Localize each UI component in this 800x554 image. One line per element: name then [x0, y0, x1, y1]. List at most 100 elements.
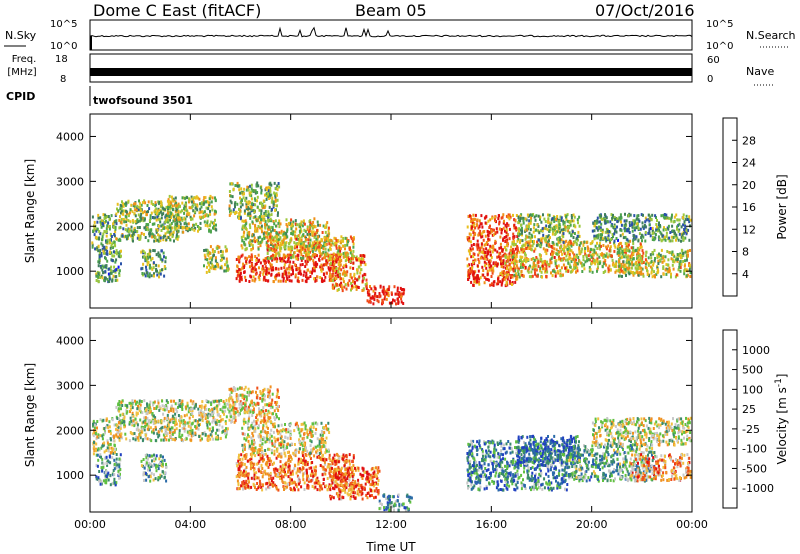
data-cell: [617, 268, 620, 272]
data-cell: [671, 213, 673, 217]
data-cell: [134, 202, 137, 206]
data-cell: [108, 218, 111, 222]
data-cell: [570, 214, 573, 217]
data-cell: [554, 229, 557, 233]
data-cell: [514, 247, 517, 251]
data-cell: [591, 240, 594, 244]
data-cell: [251, 233, 254, 236]
data-cell: [159, 220, 162, 224]
data-cell: [479, 222, 482, 226]
data-cell: [103, 230, 106, 233]
data-cell: [581, 270, 584, 273]
data-cell: [659, 258, 662, 262]
data-cell: [305, 262, 308, 266]
data-cell: [164, 232, 167, 236]
data-cell: [344, 274, 347, 277]
data-cell: [546, 228, 549, 232]
data-cell: [385, 292, 388, 295]
data-cell: [473, 221, 476, 225]
data-cell: [259, 261, 262, 265]
data-cell: [519, 238, 522, 242]
data-cell: [387, 287, 390, 291]
data-cell: [253, 189, 256, 193]
data-cell: [225, 260, 228, 264]
data-cell: [260, 212, 263, 216]
data-cell: [534, 271, 536, 275]
data-cell: [541, 236, 544, 240]
data-cell: [236, 265, 239, 269]
data-cell: [613, 225, 616, 229]
data-cell: [273, 222, 276, 226]
data-cell: [470, 218, 473, 222]
data-cell: [239, 217, 242, 221]
data-cell: [181, 201, 184, 205]
data-cell: [239, 201, 242, 205]
data-cell: [529, 236, 532, 240]
noise-trace: [89, 26, 693, 50]
data-cell: [499, 280, 502, 284]
data-cell: [491, 250, 494, 254]
data-cell: [598, 255, 601, 259]
data-cell: [598, 220, 601, 224]
data-cell: [98, 253, 101, 257]
data-cell: [255, 257, 258, 261]
data-cell: [588, 258, 591, 262]
data-cell: [342, 252, 345, 255]
data-cell: [172, 230, 175, 234]
data-cell: [148, 411, 151, 415]
data-cell: [352, 261, 355, 265]
data-cell: [511, 281, 514, 284]
data-cell: [96, 227, 99, 231]
data-cell: [495, 261, 497, 265]
data-cell: [493, 228, 495, 232]
data-cell: [632, 235, 635, 238]
data-cell: [270, 263, 273, 267]
data-cell: [147, 210, 149, 214]
data-cell: [274, 252, 277, 256]
data-cell: [568, 246, 571, 250]
data-cell: [175, 229, 178, 233]
data-cell: [344, 247, 346, 251]
data-cell: [632, 263, 635, 267]
data-cell: [207, 250, 210, 254]
data-cell: [334, 241, 337, 245]
data-cell: [637, 218, 640, 222]
data-cell: [472, 231, 475, 234]
data-cell: [505, 240, 508, 243]
data-cell: [383, 288, 386, 292]
data-cell: [620, 247, 623, 251]
data-cell: [469, 214, 471, 218]
data-cell: [308, 251, 310, 255]
data-cell: [480, 232, 483, 236]
data-cell: [629, 262, 632, 266]
data-cell: [118, 457, 121, 461]
data-cell: [390, 291, 393, 295]
data-cell: [499, 251, 502, 255]
data-cell: [171, 198, 174, 202]
data-cell: [206, 200, 209, 204]
data-cell: [290, 266, 293, 270]
data-cell: [331, 266, 334, 270]
data-cell: [471, 247, 474, 251]
data-cell: [355, 287, 358, 291]
data-cell: [623, 255, 626, 259]
data-cell: [95, 235, 98, 239]
data-cell: [234, 205, 236, 209]
data-cell: [131, 233, 134, 237]
data-cell: [531, 213, 534, 217]
data-cell: [115, 252, 118, 256]
data-cell: [278, 244, 281, 248]
data-cell: [619, 267, 622, 271]
data-cell: [297, 234, 300, 238]
data-cell: [546, 260, 549, 264]
data-cell: [611, 216, 614, 220]
data-cell: [384, 294, 386, 298]
data-cell: [400, 294, 403, 298]
data-cell: [111, 435, 114, 438]
data-cell: [573, 262, 576, 266]
data-cell: [361, 289, 364, 292]
data-cell: [559, 272, 562, 276]
data-cell: [214, 227, 217, 231]
data-cell: [571, 219, 573, 223]
data-cell: [279, 241, 282, 245]
